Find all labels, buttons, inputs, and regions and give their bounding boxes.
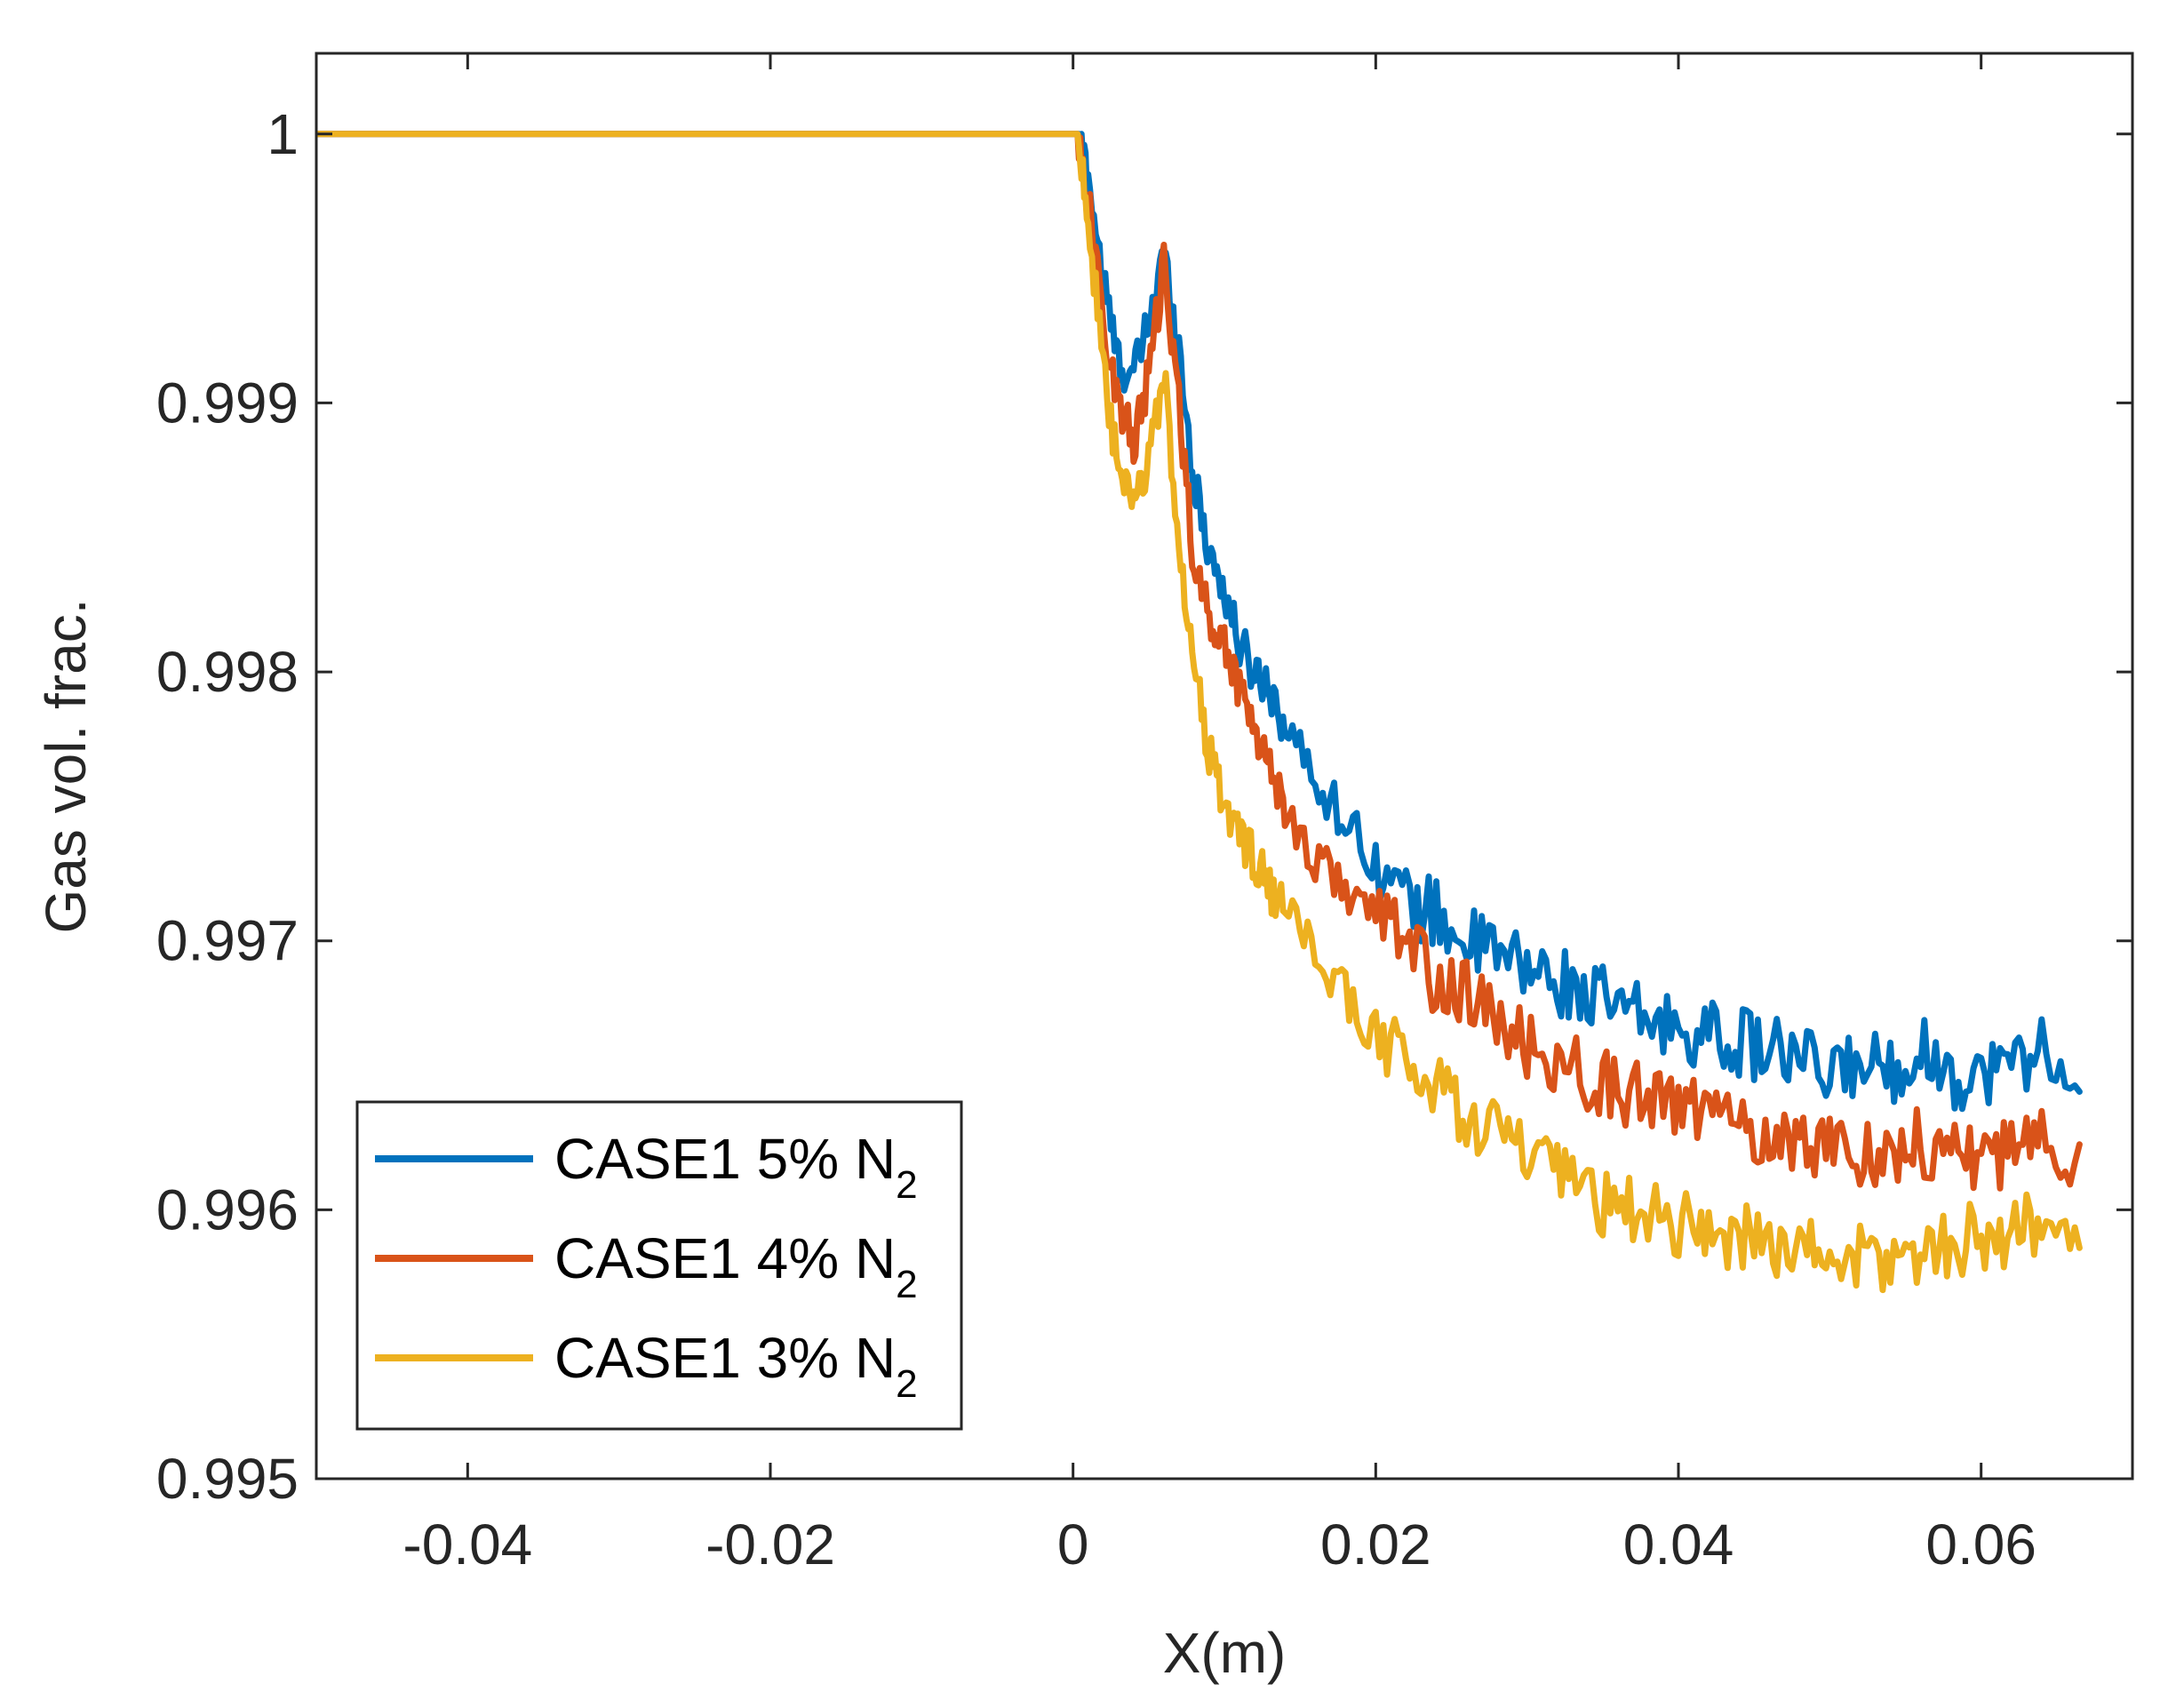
x-tick-label: 0.02 bbox=[1320, 1512, 1431, 1576]
legend-subscript-3: 2 bbox=[896, 1362, 917, 1406]
series-line-2 bbox=[316, 131, 2083, 1192]
y-axis-label: Gas vol. frac. bbox=[34, 599, 98, 934]
series-line-1 bbox=[316, 131, 2083, 1113]
y-tick-label: 1 bbox=[267, 102, 299, 166]
y-tick-label: 0.996 bbox=[156, 1177, 299, 1241]
x-tick-label: 0.04 bbox=[1623, 1512, 1734, 1576]
plot-area-frame bbox=[315, 52, 2134, 1481]
tick-layer: -0.04 -0.02 0 0.02 0.04 0.06 0.995 0.996 0.997 0.… bbox=[156, 53, 2132, 1576]
x-tick-label: -0.04 bbox=[403, 1512, 532, 1576]
series-line-3 bbox=[316, 131, 2083, 1294]
x-tick-label: 0 bbox=[1057, 1512, 1089, 1576]
y-tick-label: 0.999 bbox=[156, 371, 299, 435]
y-tick-label: 0.998 bbox=[156, 640, 299, 704]
legend-subscript-2: 2 bbox=[896, 1263, 917, 1306]
y-tick-label: 0.995 bbox=[156, 1447, 299, 1511]
legend-subscript-1: 2 bbox=[896, 1163, 917, 1207]
x-axis-label: X(m) bbox=[1163, 1621, 1287, 1685]
x-tick-label: 0.06 bbox=[1925, 1512, 2036, 1576]
x-tick-label: -0.02 bbox=[705, 1512, 835, 1576]
y-tick-label: 0.997 bbox=[156, 909, 299, 973]
series-layer bbox=[316, 131, 2083, 1294]
